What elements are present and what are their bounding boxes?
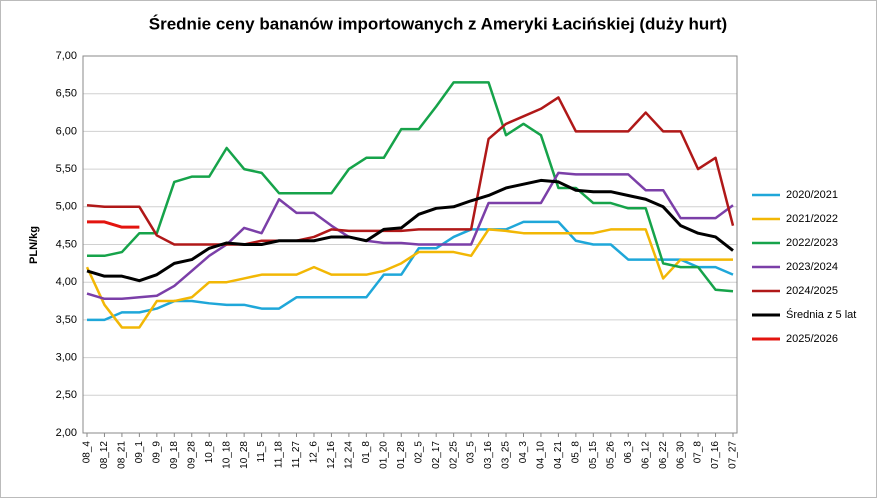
x-tick-label: 12_24: [344, 441, 355, 469]
legend-label: 2025/2026: [786, 333, 838, 345]
x-tick-label: 09_28: [186, 441, 197, 469]
y-tick-label: 3,00: [56, 352, 77, 364]
x-tick-label: 04_3: [518, 441, 529, 464]
x-tick-label: 10_18: [221, 441, 232, 469]
x-tick-label: 02_25: [448, 441, 459, 469]
series-line: [86, 96, 735, 246]
x-tick-label: 07_16: [710, 441, 721, 469]
legend-label: 2023/2024: [786, 261, 838, 273]
y-tick-label: 7,00: [56, 50, 77, 62]
x-tick-label: 04_21: [553, 441, 564, 469]
y-tick-label: 5,50: [56, 163, 77, 175]
x-tick-label: 06_12: [640, 441, 651, 469]
x-tick-label: 05_26: [605, 441, 616, 469]
y-axis-label: PLN/kg: [28, 226, 40, 264]
x-tick-label: 12_16: [326, 441, 337, 469]
x-tick-label: 03_25: [501, 441, 512, 469]
x-tick-label: 07_27: [728, 441, 739, 469]
legend-label: 2020/2021: [786, 189, 838, 201]
legend-label: 2021/2022: [786, 213, 838, 225]
series-line: [87, 81, 734, 293]
plot-frame: [82, 55, 738, 434]
x-tick-label: 10_28: [239, 441, 250, 469]
x-tick-label: 09_18: [169, 441, 180, 469]
x-tick-label: 09_1: [134, 441, 145, 464]
x-tick-label: 10_8: [204, 441, 215, 464]
x-tick-label: 03_16: [483, 441, 494, 469]
series-line: [85, 228, 733, 329]
legend-label: 2024/2025: [786, 285, 838, 297]
x-tick-label: 04_10: [536, 441, 547, 469]
x-tick-label: 06_30: [675, 441, 686, 469]
y-tick-label: 6,50: [56, 88, 77, 100]
y-tick-label: 6,00: [56, 125, 77, 137]
x-tick-label: 01_8: [361, 441, 372, 464]
legend-label: 2022/2023: [786, 237, 838, 249]
y-tick-label: 2,00: [56, 427, 77, 439]
x-tick-label: 06_22: [658, 441, 669, 469]
x-tick-label: 05_8: [571, 441, 582, 464]
chart-title: Średnie ceny bananów importowanych z Ame…: [149, 14, 727, 33]
y-tick-label: 4,50: [56, 238, 77, 250]
x-tick-label: 05_15: [588, 441, 599, 469]
series-line: [86, 178, 734, 283]
x-tick-label: 02_5: [413, 441, 424, 464]
x-tick-label: 08_4: [82, 441, 93, 464]
x-tick-label: 06_3: [623, 441, 634, 464]
x-tick-label: 03_5: [466, 441, 477, 464]
x-tick-label: 09_9: [151, 441, 162, 464]
x-tick-label: 01_28: [396, 441, 407, 469]
y-tick-label: 4,00: [56, 276, 77, 288]
y-tick-label: 2,50: [56, 389, 77, 401]
y-tick-label: 3,50: [56, 314, 77, 326]
series-line: [87, 220, 140, 229]
x-tick-label: 02_17: [431, 441, 442, 469]
x-tick-label: 11_18: [274, 441, 285, 469]
legend-label: Średnia z 5 lat: [786, 308, 856, 321]
x-tick-label: 08_12: [99, 441, 110, 469]
y-tick-label: 5,00: [56, 201, 77, 213]
series-line: [87, 220, 734, 322]
x-tick-label: 08_21: [117, 441, 128, 469]
x-tick-label: 12_6: [309, 441, 320, 464]
x-tick-label: 01_20: [378, 441, 389, 469]
series-line: [86, 171, 734, 301]
x-tick-label: 07_8: [693, 441, 704, 464]
x-tick-label: 11_27: [291, 441, 302, 469]
x-tick-label: 11_5: [256, 441, 267, 463]
